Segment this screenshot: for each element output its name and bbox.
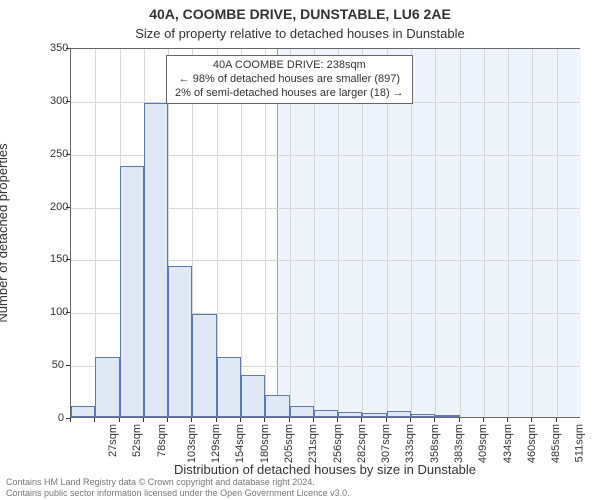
- gridline-v: [484, 49, 485, 417]
- histogram-bar: [435, 415, 459, 417]
- histogram-bar: [265, 395, 289, 417]
- x-tick-mark: [410, 418, 411, 422]
- x-tick-label: 78sqm: [156, 424, 168, 457]
- y-tick-mark: [66, 259, 70, 260]
- x-tick-label: 460sqm: [526, 424, 538, 463]
- x-tick-mark: [483, 418, 484, 422]
- y-tick-mark: [66, 101, 70, 102]
- x-tick-label: 231sqm: [307, 424, 319, 463]
- x-tick-mark: [119, 418, 120, 422]
- chart-title: 40A, COOMBE DRIVE, DUNSTABLE, LU6 2AE: [0, 6, 600, 22]
- x-tick-mark: [434, 418, 435, 422]
- y-tick-mark: [66, 48, 70, 49]
- histogram-bar: [71, 406, 95, 417]
- x-tick-label: 52sqm: [131, 424, 143, 457]
- histogram-bar: [387, 411, 411, 417]
- x-tick-mark: [507, 418, 508, 422]
- y-tick-mark: [66, 207, 70, 208]
- info-line-3: 2% of semi-detached houses are larger (1…: [175, 87, 404, 101]
- gridline-v: [460, 49, 461, 417]
- info-callout: 40A COOMBE DRIVE: 238sqm ← 98% of detach…: [166, 55, 413, 104]
- footer-line-2: Contains public sector information licen…: [6, 488, 350, 498]
- x-tick-mark: [289, 418, 290, 422]
- x-tick-label: 154sqm: [235, 424, 247, 463]
- histogram-bar: [338, 412, 362, 417]
- y-tick-mark: [66, 312, 70, 313]
- y-tick-label: 250: [50, 148, 64, 160]
- x-tick-label: 333sqm: [405, 424, 417, 463]
- histogram-bar: [192, 314, 216, 417]
- footer-attribution: Contains HM Land Registry data © Crown c…: [6, 477, 350, 498]
- x-tick-mark: [386, 418, 387, 422]
- gridline-v: [508, 49, 509, 417]
- x-tick-mark: [143, 418, 144, 422]
- x-axis-label: Distribution of detached houses by size …: [70, 462, 580, 477]
- x-tick-mark: [70, 418, 71, 422]
- x-tick-label: 180sqm: [259, 424, 271, 463]
- x-tick-mark: [264, 418, 265, 422]
- histogram-bar: [362, 413, 386, 417]
- x-tick-mark: [361, 418, 362, 422]
- x-tick-mark: [459, 418, 460, 422]
- x-tick-label: 129sqm: [210, 424, 222, 463]
- x-tick-label: 27sqm: [107, 424, 119, 457]
- x-tick-label: 383sqm: [453, 424, 465, 463]
- chart-subtitle: Size of property relative to detached ho…: [0, 26, 600, 41]
- x-tick-mark: [313, 418, 314, 422]
- chart-container: 40A, COOMBE DRIVE, DUNSTABLE, LU6 2AE Si…: [0, 0, 600, 500]
- y-tick-label: 300: [50, 95, 64, 107]
- x-tick-mark: [556, 418, 557, 422]
- x-tick-mark: [167, 418, 168, 422]
- histogram-bar: [144, 103, 168, 417]
- y-tick-mark: [66, 154, 70, 155]
- gridline-v: [435, 49, 436, 417]
- y-tick-mark: [66, 365, 70, 366]
- x-tick-mark: [240, 418, 241, 422]
- x-tick-label: 256sqm: [332, 424, 344, 463]
- gridline-v: [532, 49, 533, 417]
- gridline-v: [557, 49, 558, 417]
- x-tick-label: 103sqm: [186, 424, 198, 463]
- histogram-bar: [95, 357, 119, 417]
- x-tick-label: 307sqm: [380, 424, 392, 463]
- y-tick-label: 350: [50, 42, 64, 54]
- footer-line-1: Contains HM Land Registry data © Crown c…: [6, 477, 350, 487]
- x-tick-mark: [94, 418, 95, 422]
- x-tick-mark: [216, 418, 217, 422]
- y-tick-label: 0: [50, 412, 64, 424]
- histogram-bar: [168, 266, 192, 417]
- y-tick-label: 50: [50, 359, 64, 371]
- histogram-bar: [217, 357, 241, 417]
- x-tick-mark: [191, 418, 192, 422]
- x-tick-label: 485sqm: [550, 424, 562, 463]
- histogram-bar: [120, 166, 144, 417]
- histogram-bar: [290, 406, 314, 417]
- x-tick-label: 409sqm: [477, 424, 489, 463]
- x-tick-mark: [337, 418, 338, 422]
- x-tick-label: 358sqm: [429, 424, 441, 463]
- info-line-2: ← 98% of detached houses are smaller (89…: [175, 73, 404, 87]
- x-tick-label: 282sqm: [356, 424, 368, 463]
- info-line-1: 40A COOMBE DRIVE: 238sqm: [175, 59, 404, 73]
- y-tick-label: 100: [50, 306, 64, 318]
- y-tick-label: 150: [50, 253, 64, 265]
- histogram-bar: [314, 410, 338, 417]
- y-axis-label: Number of detached properties: [0, 143, 10, 322]
- y-tick-label: 200: [50, 201, 64, 213]
- x-tick-label: 434sqm: [502, 424, 514, 463]
- x-tick-mark: [531, 418, 532, 422]
- histogram-bar: [241, 375, 265, 417]
- x-tick-label: 511sqm: [574, 424, 586, 462]
- histogram-bar: [411, 414, 435, 417]
- x-tick-label: 205sqm: [283, 424, 295, 463]
